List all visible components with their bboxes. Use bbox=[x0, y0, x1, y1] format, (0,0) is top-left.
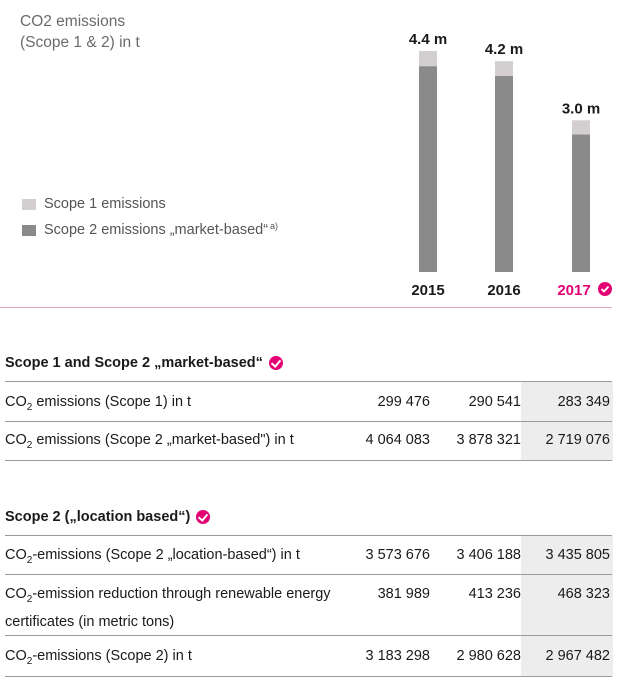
row-label: CO2-emissions (Scope 2) in t bbox=[5, 645, 335, 673]
legend-note: a) bbox=[270, 221, 279, 231]
row-value-2017: 3 435 805 bbox=[545, 547, 610, 563]
bar-scope1-2016 bbox=[495, 61, 513, 76]
row-value-2016: 290 541 bbox=[468, 394, 521, 410]
row-value-2017: 2 967 482 bbox=[545, 648, 610, 664]
x-tick-label-2017: 2017 bbox=[557, 282, 590, 299]
section2-title: Scope 2 („location based“) bbox=[5, 509, 211, 525]
section1-title: Scope 1 and Scope 2 „market-based“ bbox=[5, 355, 283, 371]
bar-scope1-2017 bbox=[572, 120, 590, 135]
legend-label-scope1: Scope 1 emissions bbox=[44, 196, 166, 212]
row-value-2015: 299 476 bbox=[377, 394, 430, 410]
row-value-2015: 4 064 083 bbox=[365, 432, 430, 448]
bar-scope2-2015 bbox=[419, 66, 437, 272]
x-tick-label-2016: 2016 bbox=[487, 282, 520, 299]
row-label-pre: CO bbox=[5, 586, 27, 602]
row-label-pre: CO bbox=[5, 432, 27, 448]
row-label: CO2-emissions (Scope 2 „location-based“)… bbox=[5, 544, 335, 572]
row-value-2016: 2 980 628 bbox=[456, 648, 521, 664]
check-mark bbox=[600, 285, 610, 293]
row-label-sub: 2 bbox=[26, 593, 33, 605]
check-icon bbox=[598, 282, 612, 296]
table-rule bbox=[5, 421, 612, 422]
row-label-pre: CO bbox=[5, 547, 27, 563]
row-label-post: emissions (Scope 1) in t bbox=[32, 394, 192, 410]
bar-scope2-2017 bbox=[572, 134, 590, 272]
legend-swatch-scope1 bbox=[22, 198, 36, 210]
row-value-2017: 2 719 076 bbox=[545, 432, 610, 448]
row-label: CO2-emission reduction through renewable… bbox=[5, 583, 335, 633]
row-value-2017: 283 349 bbox=[557, 394, 610, 410]
row-label: CO2 emissions (Scope 2 „market-based") i… bbox=[5, 429, 335, 457]
legend-swatch-scope2 bbox=[22, 224, 36, 236]
row-value-2015: 3 573 676 bbox=[365, 547, 430, 563]
row-value-2016: 3 406 188 bbox=[456, 547, 521, 563]
check-icon bbox=[268, 356, 283, 370]
row-value-2015: 3 183 298 bbox=[365, 648, 430, 664]
chart-title: CO2 emissions (Scope 1 & 2) in t bbox=[20, 11, 140, 53]
table-rule bbox=[5, 535, 612, 536]
legend-item-scope1: Scope 1 emissions bbox=[22, 196, 166, 212]
bar-scope2-2016 bbox=[495, 75, 513, 272]
table-rule bbox=[5, 574, 612, 575]
row-label-post: emissions (Scope 2 „market-based") in t bbox=[32, 432, 294, 448]
row-label-pre: CO bbox=[5, 394, 27, 410]
bar-total-label-2017: 3.0 m bbox=[562, 100, 600, 117]
chart-title-line1: CO2 emissions bbox=[20, 13, 126, 30]
row-label-pre: CO bbox=[5, 648, 27, 664]
row-label-post: -emission reduction through renewable en… bbox=[5, 586, 331, 630]
row-label: CO2 emissions (Scope 1) in t bbox=[5, 391, 335, 419]
x-tick-label-2015: 2015 bbox=[411, 282, 444, 299]
chart-title-line2: (Scope 1 & 2) in t bbox=[20, 34, 140, 51]
table-rule bbox=[5, 460, 612, 461]
highlight-column-2017-section2 bbox=[521, 536, 613, 677]
row-label-sub: 2 bbox=[26, 554, 33, 566]
chart-divider bbox=[0, 307, 612, 308]
table-rule bbox=[5, 676, 612, 677]
row-label-post: -emissions (Scope 2) in t bbox=[32, 648, 192, 664]
row-label-post: -emissions (Scope 2 „location-based“) in… bbox=[32, 547, 300, 563]
row-value-2016: 413 236 bbox=[468, 586, 521, 602]
bar-total-label-2015: 4.4 m bbox=[409, 31, 447, 48]
table-rule bbox=[5, 381, 612, 382]
section2-title-text: Scope 2 („location based“) bbox=[5, 509, 191, 525]
row-label-sub: 2 bbox=[26, 439, 33, 451]
row-value-2015: 381 989 bbox=[377, 586, 430, 602]
row-value-2016: 3 878 321 bbox=[456, 432, 521, 448]
bar-chart: 4.4 m 2015 4.2 m 2016 3.0 m 2017 bbox=[409, 31, 612, 299]
legend-label-scope2: Scope 2 emissions „market-based“ bbox=[44, 222, 269, 238]
legend-item-scope2: Scope 2 emissions „market-based“ a) bbox=[22, 221, 279, 238]
row-value-2017: 468 323 bbox=[557, 586, 610, 602]
row-label-sub: 2 bbox=[26, 401, 33, 413]
bar-scope1-2015 bbox=[419, 51, 437, 67]
check-icon bbox=[196, 510, 211, 524]
table-rule bbox=[5, 635, 612, 636]
bar-total-label-2016: 4.2 m bbox=[485, 41, 523, 58]
section1-title-text: Scope 1 and Scope 2 „market-based“ bbox=[5, 355, 263, 371]
row-label-sub: 2 bbox=[26, 655, 33, 667]
